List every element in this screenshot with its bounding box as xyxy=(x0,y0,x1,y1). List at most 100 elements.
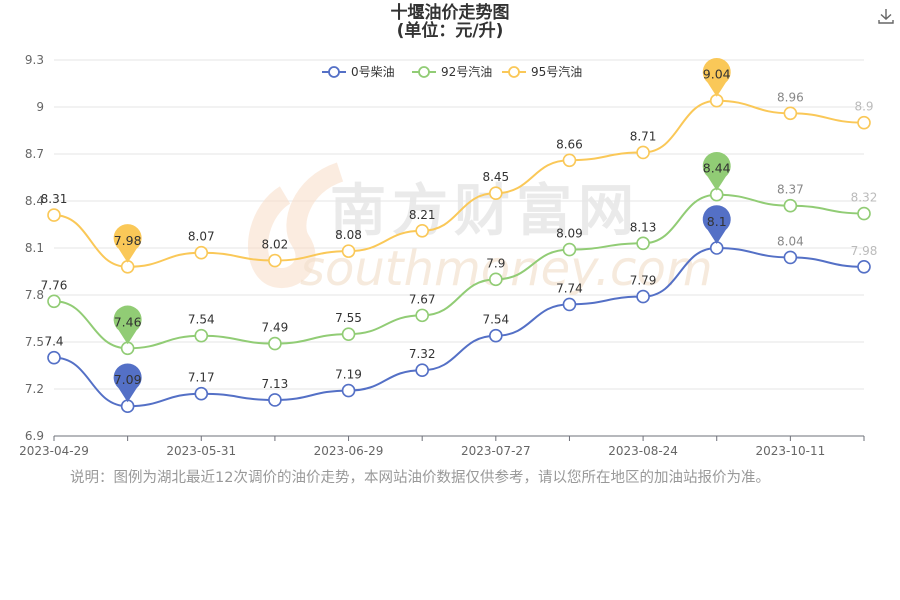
y-tick-label: 8.7 xyxy=(25,147,44,161)
data-point xyxy=(268,336,282,351)
data-label: 8.32 xyxy=(851,191,878,205)
watermark-en: southmoney.com xyxy=(300,241,713,297)
data-point xyxy=(636,145,650,160)
watermark: 南方财富网 southmoney.com xyxy=(247,162,713,297)
max-marker-pin xyxy=(702,152,731,191)
y-tick-label: 8.1 xyxy=(25,241,44,255)
chart-title: 十堰油价走势图 xyxy=(390,3,510,23)
max-marker-label: 8.1 xyxy=(707,214,727,229)
data-label: 7.67 xyxy=(409,292,436,306)
data-point xyxy=(194,328,209,343)
data-label: 7.32 xyxy=(409,347,436,361)
min-marker-label: 7.09 xyxy=(114,372,142,387)
data-point xyxy=(415,363,429,378)
data-point xyxy=(562,153,577,168)
y-axis: 6.9 7.2 7.5 7.8 8.1 8.4 8.7 9 9.3 xyxy=(25,53,44,443)
data-point xyxy=(341,383,356,398)
max-marker-pin xyxy=(702,205,731,244)
watermark-cn: 南方财富网 xyxy=(330,179,640,244)
data-label: 7.54 xyxy=(482,313,509,327)
data-label: 7.79 xyxy=(630,274,657,288)
x-axis: 2023-04-29 2023-05-31 2023-06-29 2023-07-27… xyxy=(19,435,865,458)
data-label: 8.9 xyxy=(854,100,873,114)
download-icon[interactable] xyxy=(876,6,896,26)
data-label: 8.08 xyxy=(335,228,362,242)
series-0: 7.4 7.17 7.13 7.19 7.32 7.54 7.74 7.79 8.04 7.98 7… xyxy=(44,205,878,414)
data-label: 7.49 xyxy=(262,321,289,335)
x-tick-label: 2023-10-11 xyxy=(755,444,825,458)
data-point xyxy=(194,386,209,401)
legend-item-2[interactable]: 95号汽油 xyxy=(502,64,582,79)
chart-subtitle: (单位：元/升) xyxy=(396,21,504,41)
data-label: 7.76 xyxy=(41,278,68,292)
legend[interactable]: 0号柴油 92号汽油 95号汽油 xyxy=(322,64,582,79)
data-point xyxy=(194,245,209,260)
data-point xyxy=(636,236,650,251)
max-marker-pin xyxy=(702,58,731,97)
data-label: 7.9 xyxy=(486,256,505,270)
data-label: 7.74 xyxy=(556,281,583,295)
data-label: 7.19 xyxy=(335,368,362,382)
data-label: 8.04 xyxy=(777,234,804,248)
data-point xyxy=(268,393,282,407)
y-tick-label: 7.2 xyxy=(25,382,44,396)
data-point xyxy=(562,242,577,257)
x-tick-label: 2023-08-24 xyxy=(608,444,678,458)
x-tick-label: 2023-04-29 xyxy=(19,444,89,458)
data-label: 8.45 xyxy=(482,170,509,184)
max-marker-label: 9.04 xyxy=(703,67,731,82)
data-point xyxy=(857,115,871,130)
x-tick-label: 2023-07-27 xyxy=(461,444,531,458)
legend-symbol xyxy=(418,66,430,78)
y-tick-label: 8.4 xyxy=(25,194,44,208)
data-point xyxy=(489,328,503,343)
data-point xyxy=(341,327,356,341)
data-label: 8.09 xyxy=(556,227,583,241)
y-tick-label: 9.3 xyxy=(25,53,44,67)
legend-label: 95号汽油 xyxy=(531,64,582,79)
data-point xyxy=(415,308,429,323)
data-label: 7.54 xyxy=(188,313,215,327)
data-label: 8.02 xyxy=(262,238,289,252)
series-2: 8.31 8.07 8.02 8.08 8.21 8.45 8.66 8.71 8.96 8.9 7… xyxy=(41,58,874,274)
data-label: 8.07 xyxy=(188,230,215,244)
data-point xyxy=(489,272,503,287)
data-label: 8.13 xyxy=(630,220,657,234)
data-point xyxy=(562,297,577,312)
grid-lines xyxy=(54,59,864,390)
data-point xyxy=(268,253,282,268)
legend-label: 92号汽油 xyxy=(441,64,492,79)
max-marker-label: 8.44 xyxy=(703,161,731,176)
data-label: 8.66 xyxy=(556,137,583,151)
data-point xyxy=(857,206,871,221)
y-tick-label: 7.5 xyxy=(25,335,44,349)
min-marker-label: 7.46 xyxy=(114,314,142,329)
data-point xyxy=(636,289,650,304)
data-label: 8.21 xyxy=(409,208,436,222)
series-1: 7.76 7.54 7.49 7.55 7.67 7.9 8.09 8.13 8.37 8.32 7… xyxy=(41,152,878,356)
data-point xyxy=(783,250,798,265)
data-label: 7.98 xyxy=(851,244,878,258)
data-label: 7.4 xyxy=(44,335,63,349)
y-tick-label: 7.8 xyxy=(25,288,44,302)
data-label: 7.13 xyxy=(262,377,289,391)
data-point xyxy=(783,106,798,121)
legend-label: 0号柴油 xyxy=(351,65,395,79)
series-group: 7.47.17 7.137.197.327.547.747.798.047.987… xyxy=(41,58,878,414)
chart-header: 十堰油价走势图 (单位：元/升) xyxy=(0,4,900,40)
x-tick-label: 2023-05-31 xyxy=(166,444,236,458)
legend-symbol xyxy=(508,66,520,78)
data-label: 8.96 xyxy=(777,90,804,104)
data-point xyxy=(47,294,61,309)
x-tick-label: 2023-06-29 xyxy=(314,444,384,458)
legend-item-0[interactable]: 0号柴油 xyxy=(322,65,395,79)
data-label: 8.37 xyxy=(777,183,804,197)
legend-symbol xyxy=(328,66,340,78)
y-tick-label: 9 xyxy=(36,100,44,114)
legend-item-1[interactable]: 92号汽油 xyxy=(412,64,492,79)
data-label: 8.71 xyxy=(630,129,657,143)
min-marker-pin xyxy=(113,363,142,403)
min-marker-pin xyxy=(113,305,142,345)
data-point xyxy=(47,208,61,222)
